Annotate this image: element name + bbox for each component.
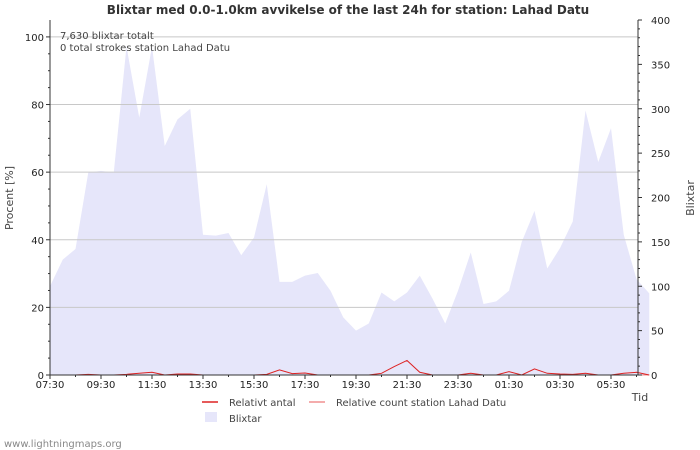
y-tick-right-label: 50 — [651, 327, 664, 338]
legend-label-blixtar: Blixtar — [229, 414, 262, 425]
y-tick-left-label: 100 — [25, 33, 44, 44]
y-tick-right-label: 200 — [651, 194, 670, 205]
y-tick-right-label: 300 — [651, 105, 670, 116]
y-axis-label-right: Blixtar — [684, 180, 697, 216]
y-tick-right-label: 250 — [651, 149, 670, 160]
y-tick-right-label: 100 — [651, 282, 670, 293]
legend: Relativt antal Relative count station La… — [202, 398, 506, 425]
blixtar-area — [50, 46, 650, 375]
footer-site: www.lightningmaps.org — [4, 439, 122, 450]
y-tick-left-label: 80 — [31, 101, 44, 112]
x-tick-label: 21:30 — [393, 380, 422, 391]
x-tick-label: 17:30 — [291, 380, 320, 391]
x-axis-label: Tid — [631, 391, 648, 404]
y-ticks-left: 0 20 40 60 80 100 — [25, 33, 50, 382]
y-tick-right-label: 0 — [651, 371, 657, 382]
y-tick-left-label: 60 — [31, 168, 44, 179]
x-tick-label: 05:30 — [597, 380, 626, 391]
x-tick-label: 15:30 — [240, 380, 269, 391]
x-ticks: 07:30 09:30 11:30 13:30 15:30 17:30 19:30 21:30… — [36, 375, 637, 391]
annotation-total-strokes: 7,630 blixtar totalt — [60, 31, 154, 42]
x-tick-label: 11:30 — [138, 380, 167, 391]
legend-swatch-blixtar — [205, 412, 217, 422]
x-tick-label: 09:30 — [87, 380, 116, 391]
x-tick-label: 19:30 — [342, 380, 371, 391]
y-tick-left-label: 40 — [31, 236, 44, 247]
x-tick-label: 07:30 — [36, 380, 65, 391]
legend-label-relative: Relativt antal — [229, 398, 296, 409]
legend-label-station: Relative count station Lahad Datu — [336, 398, 506, 409]
y-tick-right-label: 350 — [651, 60, 670, 71]
y-tick-left-label: 20 — [31, 303, 44, 314]
y-tick-right-label: 400 — [651, 16, 670, 27]
y-axis-label-left: Procent [%] — [3, 166, 16, 230]
plot-area — [50, 36, 650, 376]
y-ticks-right: 0 50 100 150 200 250 300 350 400 — [638, 16, 670, 382]
y-tick-left-label: 0 — [38, 371, 44, 382]
x-tick-label: 23:30 — [444, 380, 473, 391]
chart-title: Blixtar med 0.0-1.0km avvikelse of the l… — [107, 3, 589, 17]
x-tick-label: 01:30 — [495, 380, 524, 391]
annotation-station-strokes: 0 total strokes station Lahad Datu — [60, 43, 230, 54]
x-tick-label: 03:30 — [546, 380, 575, 391]
grid-lines — [50, 36, 638, 308]
y-tick-right-label: 150 — [651, 238, 670, 249]
x-tick-label: 13:30 — [189, 380, 218, 391]
